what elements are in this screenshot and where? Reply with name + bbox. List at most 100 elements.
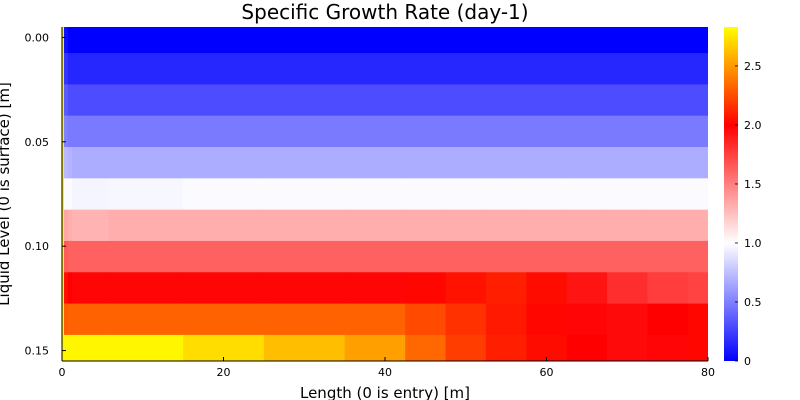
heatmap-cell xyxy=(62,272,65,305)
heatmap-cell xyxy=(607,303,649,336)
heatmap-cell xyxy=(687,147,708,179)
heatmap-cell xyxy=(607,84,649,117)
heatmap-cell xyxy=(68,240,73,273)
heatmap-cell xyxy=(64,209,69,242)
heatmap-cell xyxy=(607,334,649,361)
heatmap-cell xyxy=(344,178,406,211)
heatmap-cell xyxy=(72,53,110,86)
heatmap-cell xyxy=(344,209,406,242)
heatmap-cell xyxy=(263,147,346,179)
heatmap-cell xyxy=(445,240,487,273)
heatmap-cell xyxy=(526,272,568,305)
heatmap-cell xyxy=(62,27,65,54)
y-tick-label: 0.10 xyxy=(25,240,50,253)
heatmap-cell xyxy=(485,27,527,54)
heatmap-cell xyxy=(526,178,568,211)
heatmap-cell xyxy=(64,147,69,179)
heatmap-cell xyxy=(344,272,406,305)
heatmap-cell xyxy=(485,84,527,117)
heatmap-cell xyxy=(344,84,406,117)
heatmap-cell xyxy=(687,178,708,211)
heatmap-cell xyxy=(72,272,110,305)
heatmap-cell xyxy=(687,84,708,117)
colorbar-tick-label: 0.5 xyxy=(744,296,762,309)
heatmap-cell xyxy=(263,178,346,211)
heatmap-cell xyxy=(263,53,346,86)
x-axis-label: Length (0 is entry) [m] xyxy=(300,384,470,400)
heatmap-cell xyxy=(183,115,265,148)
heatmap-cell xyxy=(68,147,73,179)
heatmap-cell xyxy=(405,303,447,336)
colorbar xyxy=(724,27,738,361)
heatmap-cell xyxy=(405,147,447,179)
heatmap-cell xyxy=(566,334,608,361)
heatmap-cell xyxy=(647,115,689,148)
heatmap-cell xyxy=(647,147,689,179)
heatmap-cell xyxy=(405,84,447,117)
heatmap-cell xyxy=(485,147,527,179)
heatmap-cell xyxy=(108,240,184,273)
x-tick-label: 40 xyxy=(378,366,392,379)
heatmap-cell xyxy=(485,115,527,148)
heatmap-cell xyxy=(445,334,487,361)
heatmap-cell xyxy=(526,27,568,54)
heatmap-cell xyxy=(62,303,65,336)
heatmap-cell xyxy=(72,147,110,179)
colorbar-tick-label: 0 xyxy=(744,355,751,368)
heatmap-cell xyxy=(687,209,708,242)
heatmap-cell xyxy=(485,53,527,86)
heatmap-cell xyxy=(445,53,487,86)
x-tick-label: 20 xyxy=(217,366,231,379)
heatmap-cell xyxy=(405,27,447,54)
heatmap-cell xyxy=(445,209,487,242)
heatmap-cell xyxy=(263,84,346,117)
heatmap-cell xyxy=(566,27,608,54)
heatmap-cell xyxy=(72,84,110,117)
heatmap-cell xyxy=(183,240,265,273)
heatmap-cell xyxy=(405,178,447,211)
heatmap-cell xyxy=(566,84,608,117)
heatmap-cell xyxy=(62,53,65,86)
heatmap-cell xyxy=(607,272,649,305)
heatmap-cell xyxy=(445,272,487,305)
heatmap-cell xyxy=(64,334,69,361)
heatmap-cell xyxy=(566,272,608,305)
heatmap-cell xyxy=(64,178,69,211)
x-tick-label: 60 xyxy=(540,366,554,379)
heatmap-cell xyxy=(68,209,73,242)
heatmap-cell xyxy=(108,178,184,211)
heatmap-cell xyxy=(68,303,73,336)
heatmap-cell xyxy=(64,53,69,86)
heatmap-cell xyxy=(607,53,649,86)
heatmap-cell xyxy=(647,334,689,361)
colorbar-tick-label: 2.5 xyxy=(744,60,762,73)
heatmap-cell xyxy=(647,53,689,86)
heatmap-cell xyxy=(566,209,608,242)
heatmap-cell xyxy=(263,272,346,305)
heatmap-cell xyxy=(647,178,689,211)
heatmap-cell xyxy=(445,303,487,336)
heatmap-cell xyxy=(687,53,708,86)
heatmap-cell xyxy=(68,27,73,54)
heatmap-cell xyxy=(263,334,346,361)
heatmap-cell xyxy=(68,272,73,305)
heatmap-cell xyxy=(607,178,649,211)
heatmap-cell xyxy=(64,115,69,148)
heatmap-cell xyxy=(607,240,649,273)
heatmap-cell xyxy=(68,53,73,86)
heatmap-cell xyxy=(183,209,265,242)
heatmap-cell xyxy=(607,27,649,54)
heatmap-cell xyxy=(526,115,568,148)
heatmap-cell xyxy=(485,178,527,211)
heatmap-cell xyxy=(526,334,568,361)
heatmap-cell xyxy=(647,209,689,242)
heatmap-cell xyxy=(183,84,265,117)
heatmap-cell xyxy=(68,178,73,211)
heatmap-cell xyxy=(607,115,649,148)
heatmap-cell xyxy=(108,303,184,336)
heatmap-cell xyxy=(687,115,708,148)
heatmap-cell xyxy=(344,334,406,361)
heatmap-cell xyxy=(108,27,184,54)
heatmap-cell xyxy=(485,240,527,273)
